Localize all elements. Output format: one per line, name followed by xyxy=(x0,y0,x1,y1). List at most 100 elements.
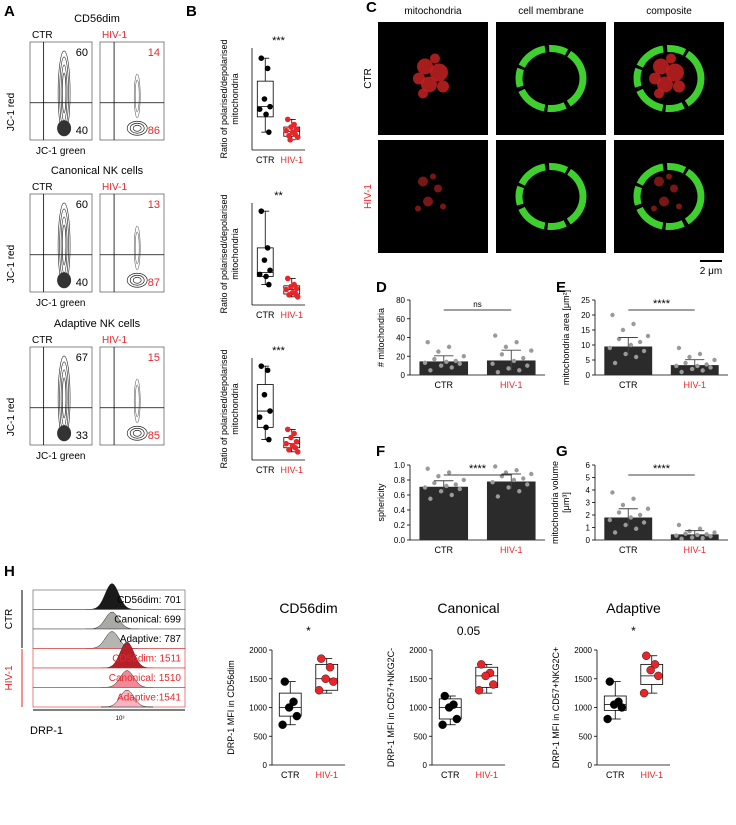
data-point xyxy=(288,434,294,441)
y-tick-label: 60 xyxy=(396,315,405,324)
x-tick-label: HIV-1 xyxy=(280,310,303,320)
quadrant-value: 15 xyxy=(148,352,160,364)
data-point xyxy=(283,440,289,447)
data-point xyxy=(676,345,682,351)
y-tick-label: 10 xyxy=(581,341,590,350)
flow-plot xyxy=(99,193,165,293)
y-axis-label: mitochondria xyxy=(230,73,240,125)
y-tick-label: 20 xyxy=(396,352,405,361)
x-tick-label: CTR xyxy=(256,155,275,165)
panel-label: H xyxy=(4,563,15,580)
data-point xyxy=(712,530,717,535)
x-tick-label: HIV-1 xyxy=(683,545,706,555)
data-point xyxy=(266,129,272,135)
x-tick-label: HIV-1 xyxy=(280,465,303,475)
mitochondria xyxy=(413,72,425,85)
data-point xyxy=(453,482,458,487)
y-axis-label: Ratio of polarised/depolarised xyxy=(219,39,229,158)
mitochondria xyxy=(440,203,446,210)
contour xyxy=(129,274,145,286)
data-point xyxy=(489,680,498,689)
data-point xyxy=(506,485,511,490)
data-point xyxy=(708,534,713,539)
data-point xyxy=(256,106,263,112)
y-axis-label: mitochondria area [μm²] xyxy=(561,290,571,385)
membrane xyxy=(633,45,705,112)
data-point xyxy=(292,444,299,451)
flow-title: Adaptive NK cells xyxy=(54,318,141,330)
contour xyxy=(132,124,142,132)
mitochondria xyxy=(670,184,678,193)
data-point xyxy=(514,339,519,345)
data-point xyxy=(258,363,265,369)
data-point xyxy=(425,466,430,471)
mitochondria xyxy=(437,80,449,93)
data-point xyxy=(444,359,449,365)
contour xyxy=(134,79,140,113)
axis-label: JC-1 red xyxy=(6,245,17,283)
column-label: cell membrane xyxy=(518,6,584,17)
data-point xyxy=(452,714,462,724)
data-point xyxy=(503,344,509,350)
significance: **** xyxy=(653,463,671,475)
mitochondria xyxy=(430,173,436,180)
micrograph xyxy=(614,140,724,253)
data-point xyxy=(267,408,273,414)
data-point xyxy=(449,365,454,370)
data-point xyxy=(490,361,495,366)
data-point xyxy=(603,714,612,724)
data-point xyxy=(676,522,682,528)
data-point xyxy=(517,489,522,494)
y-tick-label: 25 xyxy=(581,296,590,305)
mitochondria xyxy=(418,176,428,187)
x-tick-label: HIV-1 xyxy=(280,155,303,165)
data-point xyxy=(436,474,441,479)
data-point xyxy=(428,368,433,373)
data-point xyxy=(610,312,615,318)
mitochondria xyxy=(430,63,448,82)
bar xyxy=(604,517,653,540)
data-point xyxy=(263,273,269,280)
data-point xyxy=(446,470,452,475)
data-point xyxy=(267,103,273,110)
micrograph xyxy=(496,22,606,135)
data-point xyxy=(261,391,268,398)
y-axis-label: Ratio of polarised/depolarised xyxy=(219,194,229,313)
data-point xyxy=(517,368,522,373)
data-point xyxy=(266,436,272,443)
data-point xyxy=(490,480,495,485)
quadrant-value: 13 xyxy=(148,199,160,211)
mitochondria xyxy=(659,196,669,207)
data-point xyxy=(521,476,526,481)
data-point xyxy=(689,366,695,372)
y-tick-label: 2000 xyxy=(574,646,592,655)
data-point xyxy=(493,333,498,338)
data-point xyxy=(294,294,301,300)
significance: *** xyxy=(272,35,286,47)
y-tick-label: 40 xyxy=(396,334,405,343)
x-tick-label: HIV-1 xyxy=(475,770,498,780)
x-tick-label: HIV-1 xyxy=(683,380,706,390)
significance: 0.05 xyxy=(457,624,481,638)
data-point xyxy=(440,691,449,701)
membrane xyxy=(633,163,705,230)
y-tick-label: 5 xyxy=(586,356,591,365)
panel-label: D xyxy=(376,279,387,296)
data-point xyxy=(261,257,268,263)
mitochondria xyxy=(653,58,669,75)
data-point xyxy=(617,703,627,712)
contour xyxy=(133,225,141,271)
data-point xyxy=(620,327,626,333)
data-point xyxy=(261,96,268,102)
data-point xyxy=(457,486,462,492)
data-point xyxy=(628,342,634,348)
y-tick-label: 20 xyxy=(581,311,590,320)
contour xyxy=(126,425,148,441)
data-point xyxy=(294,134,301,141)
y-tick-label: 0.0 xyxy=(394,536,406,545)
data-point xyxy=(612,530,618,535)
data-point xyxy=(425,339,430,345)
quadrant-value: 14 xyxy=(148,47,160,59)
contour xyxy=(61,72,67,114)
histogram-label: Adaptive:1541 xyxy=(117,693,181,704)
